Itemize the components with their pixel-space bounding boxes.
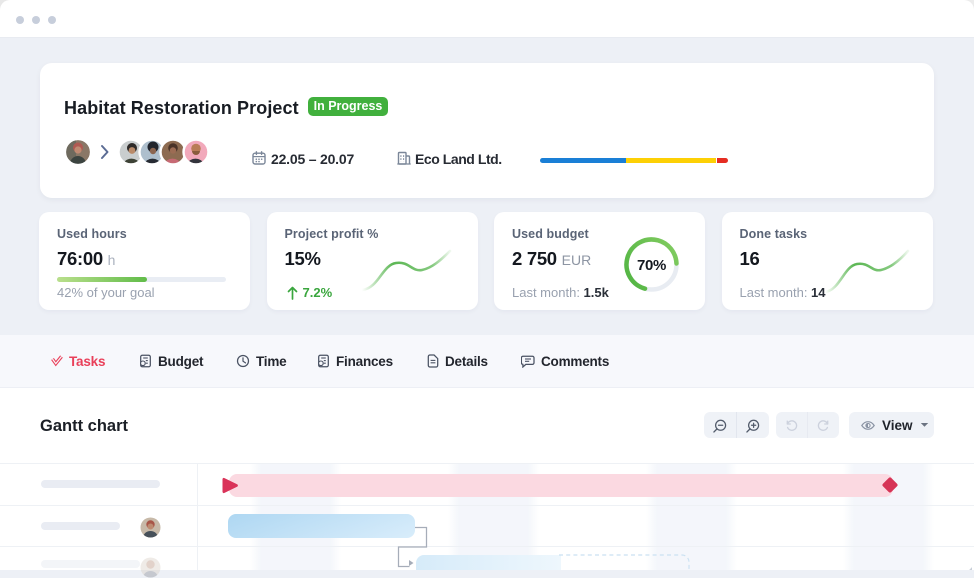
svg-text:70%: 70% bbox=[637, 257, 666, 274]
